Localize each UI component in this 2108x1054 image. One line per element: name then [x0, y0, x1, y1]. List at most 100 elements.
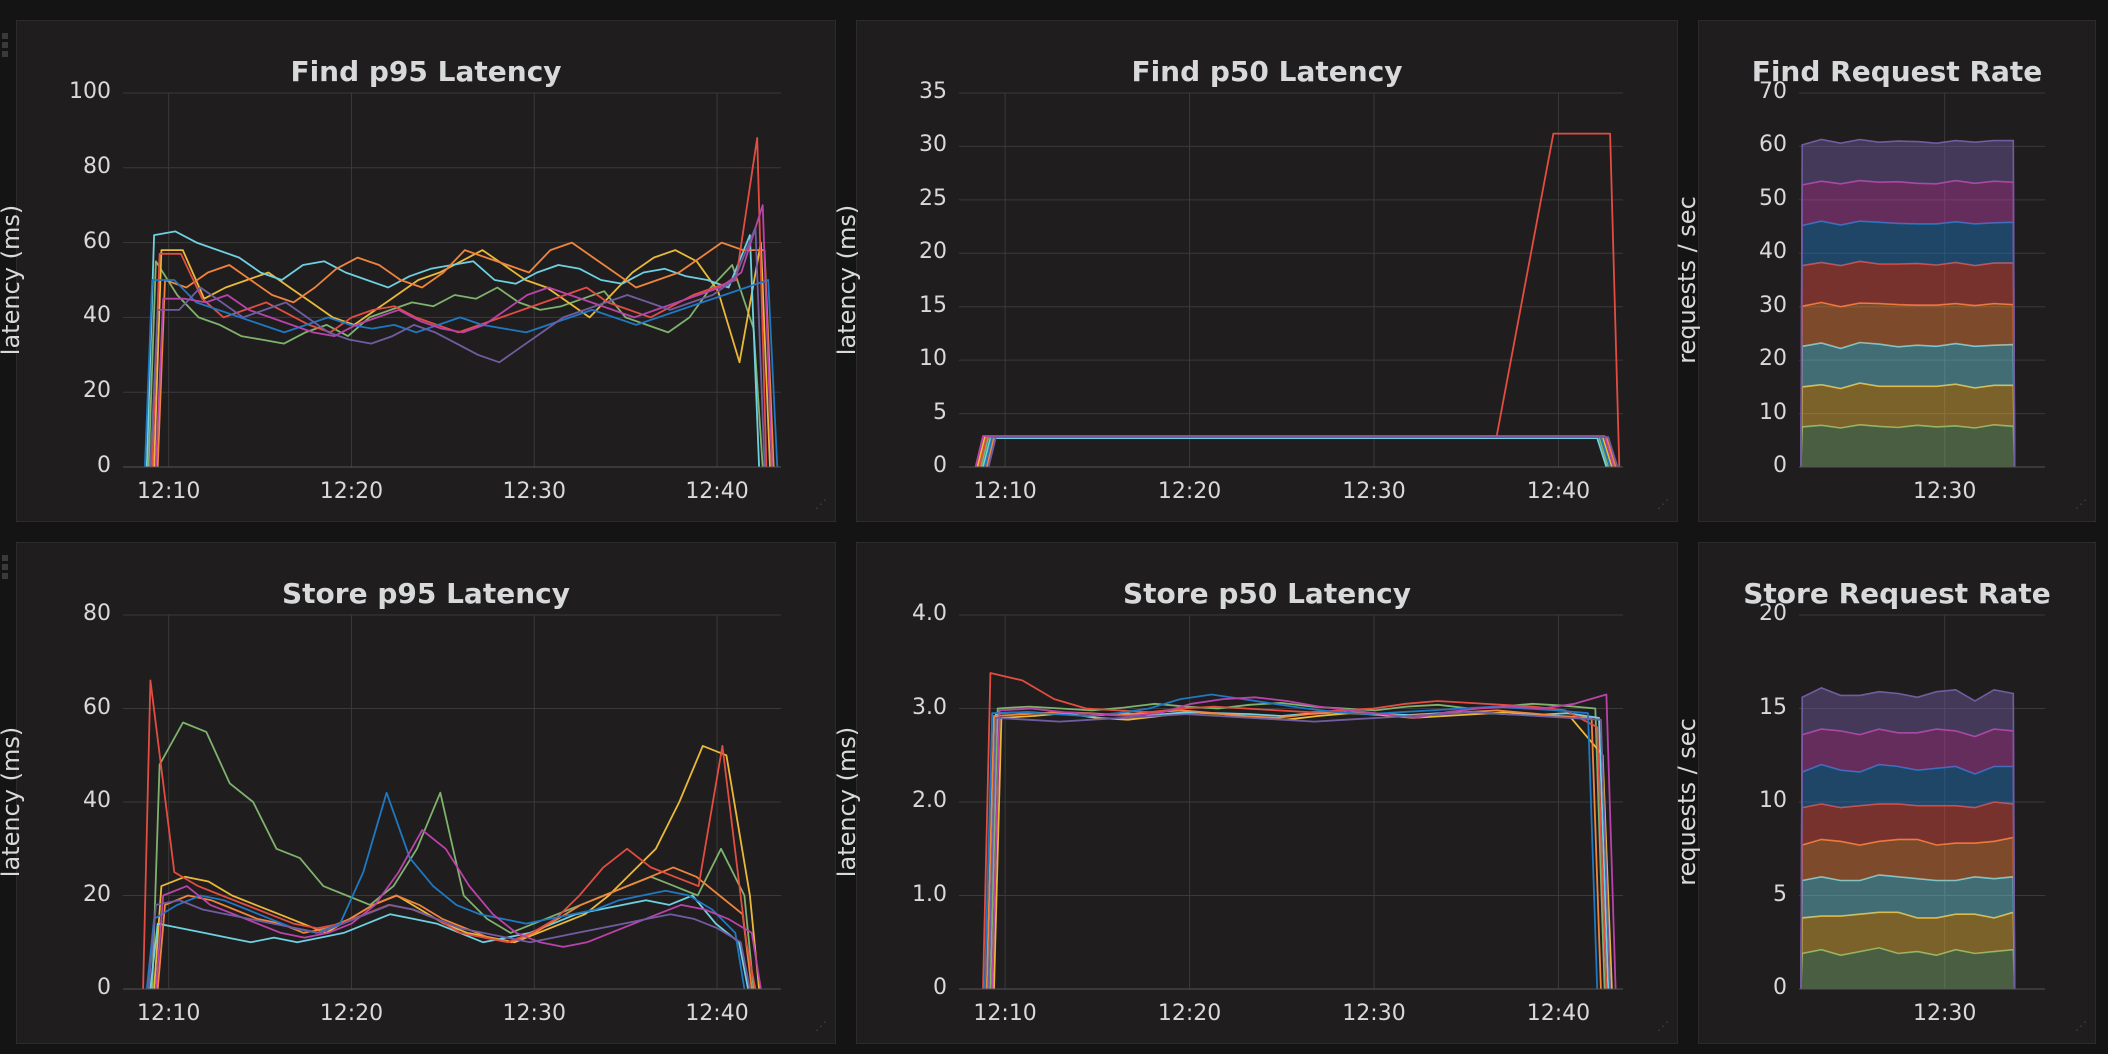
y-tick-label: 20 [51, 882, 111, 907]
x-tick-label: 12:10 [960, 1001, 1050, 1026]
series-line-s3[interactable] [150, 896, 748, 990]
y-tick-label: 3.0 [887, 695, 947, 720]
y-tick-label: 40 [1727, 239, 1787, 264]
y-tick-label: 40 [51, 303, 111, 328]
x-tick-label: 12:40 [672, 479, 762, 504]
resize-handle[interactable]: ⋰ [1657, 501, 1675, 519]
y-tick-label: 100 [51, 79, 111, 104]
panel-title[interactable]: Find p95 Latency [17, 55, 835, 88]
row-drag-handle-bottom[interactable] [0, 552, 12, 582]
panel-title[interactable]: Store p95 Latency [17, 577, 835, 610]
series-line-s3[interactable] [983, 438, 1606, 467]
y-tick-label: 4.0 [887, 601, 947, 626]
y-axis-title: latency (ms) [0, 652, 25, 952]
y-tick-label: 60 [51, 695, 111, 720]
x-tick-label: 12:20 [1145, 479, 1235, 504]
x-tick-label: 12:30 [489, 1001, 579, 1026]
y-tick-label: 0 [51, 975, 111, 1000]
y-tick-label: 30 [887, 132, 947, 157]
x-tick-label: 12:30 [1329, 1001, 1419, 1026]
y-tick-label: 10 [887, 346, 947, 371]
series-line-s7[interactable] [156, 205, 772, 467]
x-tick-label: 12:30 [489, 479, 579, 504]
y-axis-title: requests / sec [1673, 652, 1701, 952]
series-line-s1[interactable] [149, 261, 763, 467]
series-line-s6[interactable] [985, 437, 1610, 467]
series-line-s6[interactable] [985, 695, 1597, 990]
series-line-s7[interactable] [992, 695, 1615, 990]
series-line-s8[interactable] [989, 712, 1611, 989]
chart-svg[interactable] [17, 543, 837, 1045]
series-line-s7[interactable] [976, 436, 1614, 467]
y-tick-label: 1.0 [887, 882, 947, 907]
panel-title[interactable]: Store p50 Latency [857, 577, 1677, 610]
y-tick-label: 60 [1727, 132, 1787, 157]
series-line-s6[interactable] [145, 280, 777, 467]
y-tick-label: 25 [887, 186, 947, 211]
resize-handle[interactable]: ⋰ [1657, 1023, 1675, 1041]
series-line-s3[interactable] [147, 231, 759, 467]
series-line-s4[interactable] [158, 243, 774, 467]
y-tick-label: 0 [887, 975, 947, 1000]
y-axis-title: latency (ms) [833, 130, 861, 430]
series-line-s1[interactable] [990, 703, 1604, 989]
chart-svg[interactable] [857, 21, 1679, 523]
panel-find-p95-latency: Find p95 Latency ⋰ 0 20 40 60 80 100 12:10 12:2… [16, 20, 836, 522]
y-axis-title: latency (ms) [0, 130, 25, 430]
series-area-s1[interactable] [1801, 948, 2015, 989]
y-axis-title: requests / sec [1673, 130, 1701, 430]
y-tick-label: 80 [51, 601, 111, 626]
y-tick-label: 0 [1727, 975, 1787, 1000]
series-line-s2[interactable] [994, 712, 1612, 989]
x-tick-label: 12:20 [306, 479, 396, 504]
y-tick-label: 20 [51, 378, 111, 403]
x-tick-label: 12:30 [1329, 479, 1419, 504]
y-tick-label: 0 [887, 453, 947, 478]
y-tick-label: 5 [887, 400, 947, 425]
series-line-s4[interactable] [987, 437, 1616, 467]
x-tick-label: 12:20 [306, 1001, 396, 1026]
x-tick-label: 12:40 [672, 1001, 762, 1026]
x-tick-label: 12:10 [124, 479, 214, 504]
series-line-s2[interactable] [977, 437, 1612, 467]
y-tick-label: 15 [1727, 695, 1787, 720]
panel-title[interactable]: Find p50 Latency [857, 55, 1677, 88]
x-tick-label: 12:30 [1900, 479, 1990, 504]
y-tick-label: 80 [51, 154, 111, 179]
resize-handle[interactable]: ⋰ [2075, 501, 2093, 519]
series-line-s6[interactable] [147, 793, 745, 989]
y-tick-label: 10 [1727, 788, 1787, 813]
y-tick-label: 10 [1727, 400, 1787, 425]
series-line-s1[interactable] [152, 723, 753, 990]
y-tick-label: 20 [1727, 601, 1787, 626]
resize-handle[interactable]: ⋰ [2075, 1023, 2093, 1041]
panel-find-request-rate: Find Request Rate ⋰ 0 10 20 30 40 50 60 70 12:30… [1698, 20, 2096, 522]
y-tick-label: 2.0 [887, 788, 947, 813]
y-axis-title: latency (ms) [833, 652, 861, 952]
y-tick-label: 20 [887, 239, 947, 264]
y-tick-label: 15 [887, 293, 947, 318]
y-tick-label: 20 [1727, 346, 1787, 371]
panel-store-p95-latency: Store p95 Latency ⋰ 0 20 40 60 80 12:10 12:20 1… [16, 542, 836, 1044]
y-tick-label: 30 [1727, 293, 1787, 318]
series-line-s5[interactable] [979, 134, 1619, 467]
series-line-s3[interactable] [989, 712, 1609, 989]
series-line-s8[interactable] [989, 437, 1618, 467]
chart-svg[interactable] [857, 543, 1679, 1045]
y-tick-label: 35 [887, 79, 947, 104]
x-tick-label: 12:10 [124, 1001, 214, 1026]
y-tick-label: 0 [1727, 453, 1787, 478]
x-tick-label: 12:10 [960, 479, 1050, 504]
resize-handle[interactable]: ⋰ [815, 1023, 833, 1041]
y-tick-label: 50 [1727, 186, 1787, 211]
y-tick-label: 5 [1727, 882, 1787, 907]
series-line-s1[interactable] [981, 437, 1608, 467]
row-drag-handle-top[interactable] [0, 30, 12, 60]
x-tick-label: 12:20 [1145, 1001, 1235, 1026]
series-line-s4[interactable] [987, 710, 1601, 989]
resize-handle[interactable]: ⋰ [815, 501, 833, 519]
chart-svg[interactable] [17, 21, 837, 523]
y-tick-label: 70 [1727, 79, 1787, 104]
series-area-s1[interactable] [1801, 425, 2015, 467]
y-tick-label: 60 [51, 229, 111, 254]
